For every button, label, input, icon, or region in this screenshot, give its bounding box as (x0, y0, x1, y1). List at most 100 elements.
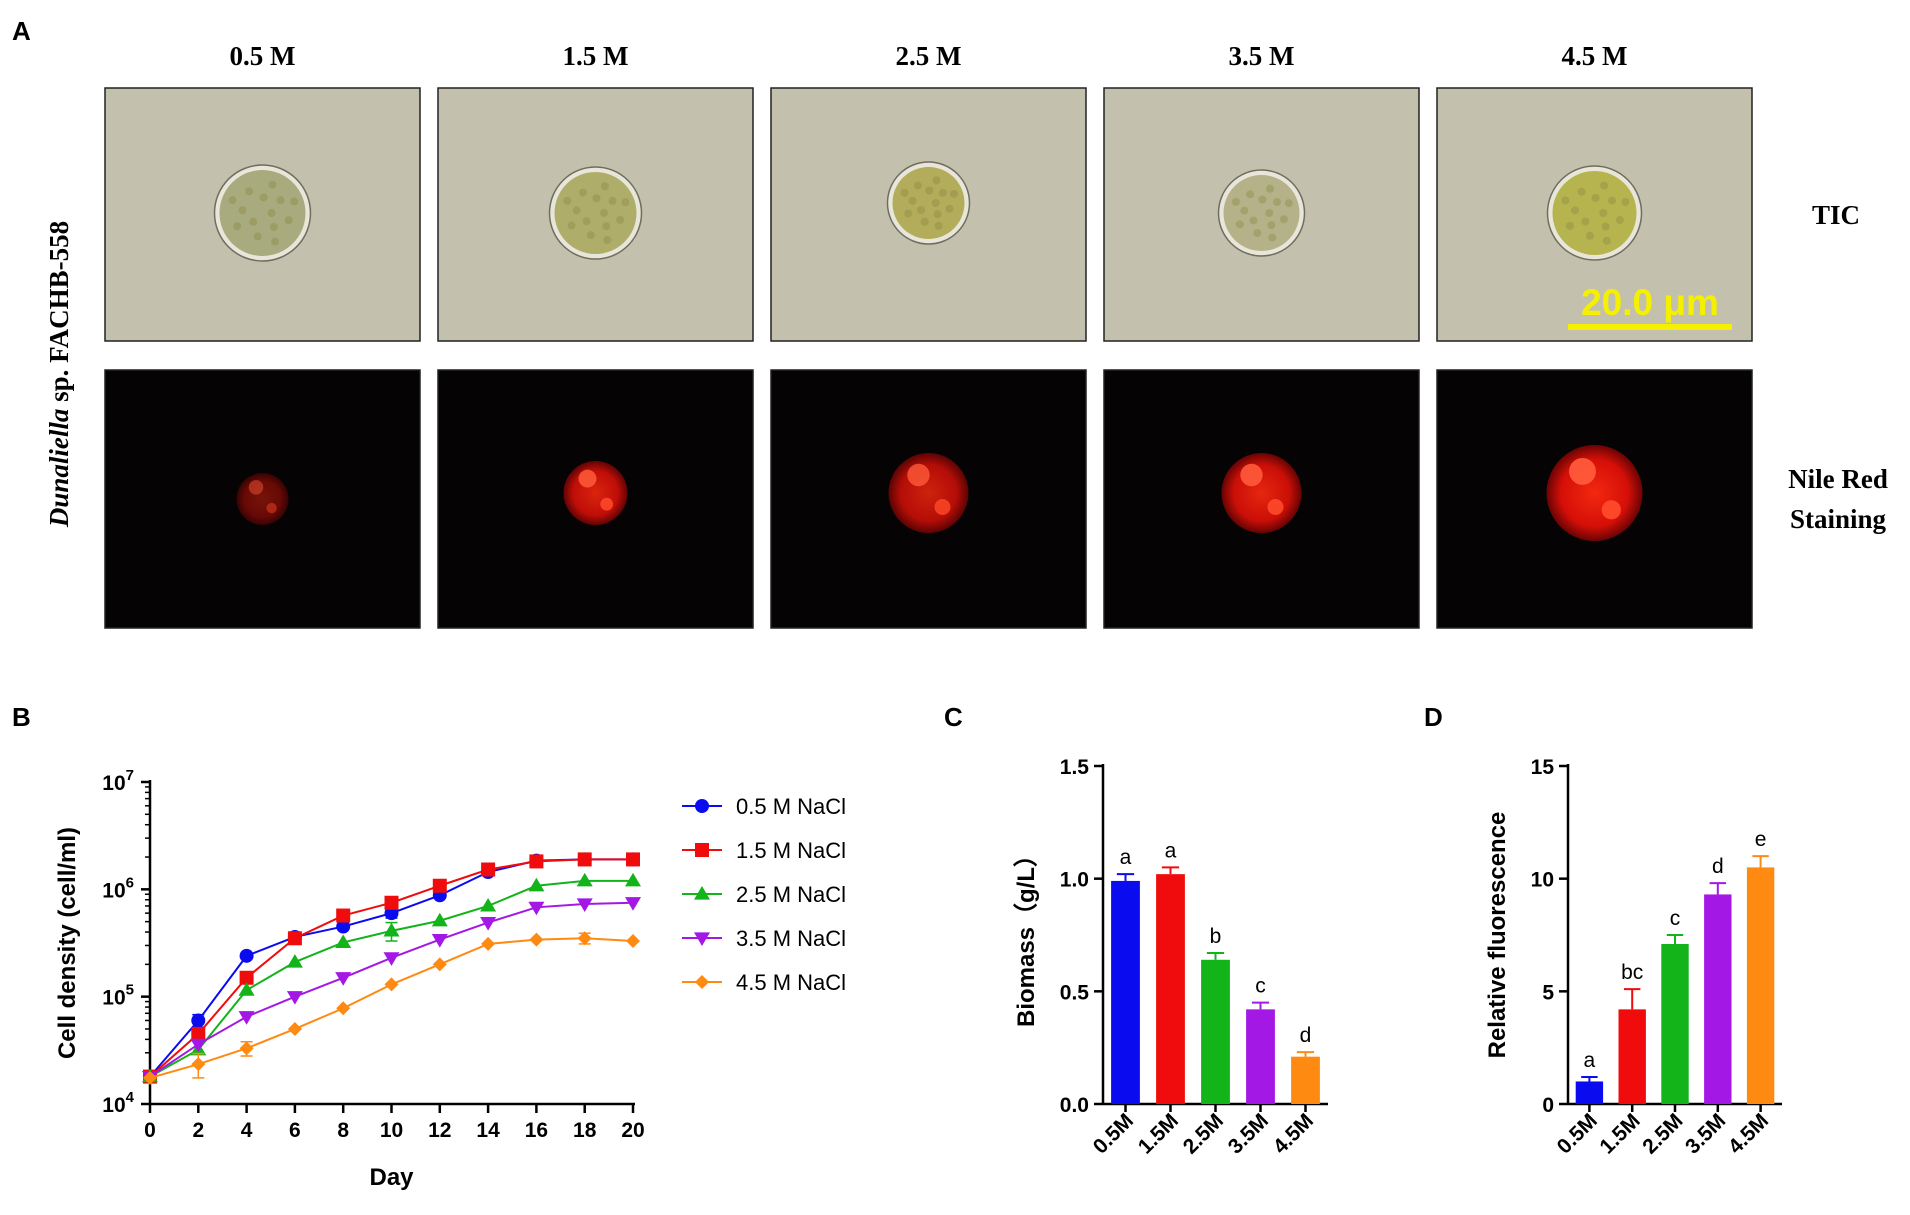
x-tick-label: 14 (476, 1119, 500, 1142)
y-tick-label: 106 (102, 874, 134, 902)
data-point (626, 934, 640, 949)
x-tick-label: 6 (289, 1119, 301, 1142)
x-tick-label: 12 (428, 1119, 451, 1142)
data-point (286, 991, 303, 1005)
fluorescent-cell (888, 453, 969, 533)
cell-granule (1608, 196, 1617, 205)
lipid-droplet (1601, 500, 1621, 520)
cell-body (1552, 171, 1637, 255)
data-point (335, 972, 352, 986)
data-point (577, 931, 592, 946)
lipid-droplet (1569, 457, 1596, 485)
cell-granule (938, 188, 947, 197)
y-tick-label: 10 (1531, 869, 1554, 892)
significance-letter: d (1300, 1024, 1312, 1047)
cell-granule (602, 222, 611, 231)
data-point (480, 916, 497, 931)
cell-granule (904, 209, 913, 218)
significance-letter: b (1210, 925, 1222, 948)
cell-granule (1258, 195, 1267, 204)
data-point (577, 852, 592, 867)
cell-granule (268, 180, 277, 189)
cell-granule (245, 187, 254, 196)
x-tick-label: 2.5M (1638, 1109, 1687, 1158)
data-point (239, 970, 254, 985)
series-3-5-m-nacl (142, 897, 641, 1085)
lipid-droplet (934, 499, 951, 515)
significance-letter: a (1120, 846, 1132, 869)
data-point (384, 977, 399, 992)
x-tick-label: 20 (621, 1119, 644, 1142)
cell-granule (1253, 229, 1262, 238)
significance-letter: a (1584, 1049, 1596, 1072)
cell-granule (592, 194, 601, 203)
data-point (383, 922, 400, 937)
cell-granule (1591, 193, 1600, 202)
data-point (695, 843, 709, 857)
data-point (432, 957, 447, 972)
x-tick-label: 1.5M (1134, 1109, 1183, 1158)
data-point (287, 1021, 302, 1036)
x-tick-label: 4.5M (1269, 1109, 1318, 1158)
bar (1111, 880, 1140, 1104)
data-point (143, 1070, 157, 1085)
cell-granule (908, 196, 917, 205)
data-point (481, 936, 496, 951)
cell-granule (284, 216, 293, 225)
data-point (576, 872, 593, 887)
data-point (528, 901, 545, 916)
cell-granule (578, 188, 587, 197)
data-point (287, 931, 302, 946)
x-tick-label: 0.5M (1553, 1109, 1602, 1158)
series-line (149, 858, 633, 1078)
cell-granule (913, 181, 922, 190)
series-4-5-m-nacl (143, 931, 640, 1085)
x-tick-label: 8 (337, 1119, 349, 1142)
bar (1201, 959, 1230, 1104)
bar (1246, 1009, 1275, 1104)
y-tick-label: 0.0 (1060, 1094, 1089, 1117)
data-point (238, 982, 255, 996)
cell-granule (600, 209, 609, 217)
cell-granule (1268, 233, 1277, 242)
x-tick-label: 3.5M (1224, 1109, 1273, 1158)
cell-granule (949, 189, 958, 198)
data-point (695, 975, 709, 989)
data-point (431, 912, 448, 927)
x-tick-label: 10 (380, 1119, 403, 1142)
cell-granule (1601, 222, 1610, 231)
panel-c-label: C (944, 702, 963, 732)
scale-bar (1568, 324, 1732, 330)
x-tick-label: 1.5M (1595, 1109, 1644, 1158)
cell-granule (269, 223, 278, 232)
data-point (383, 952, 400, 966)
data-point (695, 799, 709, 813)
y-tick-label: 1.5 (1060, 756, 1090, 779)
data-point (239, 1041, 254, 1056)
species-rest: sp. FACHB-558 (44, 221, 74, 409)
legend-label: 3.5 M NaCl (736, 926, 846, 951)
data-point (336, 1001, 351, 1016)
y-axis-label: Cell density (cell/ml) (54, 827, 81, 1059)
cell-granule (934, 221, 943, 230)
data-point (694, 886, 710, 900)
data-point (528, 877, 545, 892)
cell-granule (600, 182, 609, 191)
lipid-droplet (578, 469, 597, 488)
cell-granule (1272, 198, 1281, 207)
cell-granule (900, 188, 909, 197)
cell-granule (603, 236, 612, 245)
significance-letter: c (1670, 907, 1681, 930)
data-point (625, 872, 641, 887)
cell-granule (917, 205, 926, 214)
series-line (149, 858, 633, 1078)
cell-granule (1267, 221, 1276, 230)
cell-granule (271, 237, 280, 246)
y-tick-label: 0 (1542, 1094, 1554, 1117)
bar (1291, 1056, 1320, 1104)
data-point (529, 932, 544, 947)
row-label-nile-2: Staining (1790, 504, 1887, 534)
cell-granule (572, 206, 581, 215)
cell-granule (1602, 236, 1611, 245)
species-label: Dunaliella sp. FACHB-558 (44, 221, 74, 528)
